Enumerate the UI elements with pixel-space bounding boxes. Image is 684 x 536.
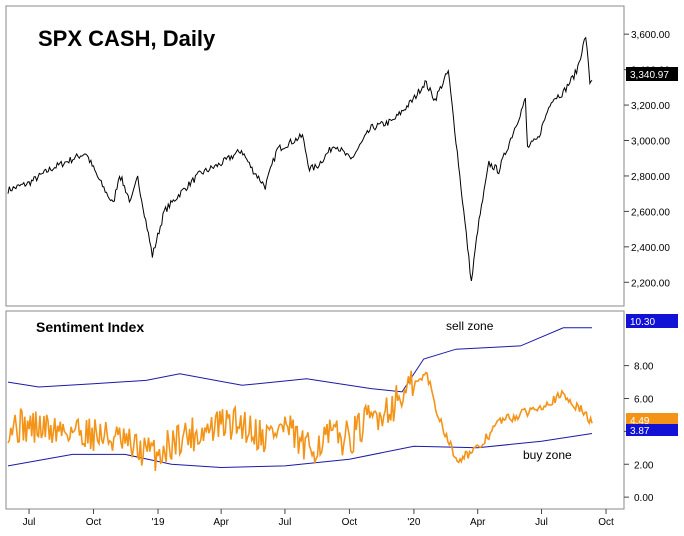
price-y-tick-label: 3,200.00	[631, 101, 670, 112]
upper-band-value: 10.30	[630, 317, 655, 328]
sentiment-y-tick-label: 8.00	[634, 362, 654, 373]
sentiment-panel-frame	[5, 310, 625, 510]
buy-zone-label: buy zone	[523, 448, 572, 462]
price-y-tick-label: 2,400.00	[631, 243, 670, 254]
sentiment-series	[7, 327, 593, 472]
sell-zone-label: sell zone	[446, 319, 494, 333]
index-badge	[626, 413, 678, 427]
x-axis: Jul Oct '19 Apr Jul Oct '20 Apr Jul Oct	[23, 509, 614, 528]
x-tick-label: '20	[407, 517, 420, 528]
upper-band-line	[7, 327, 592, 393]
price-y-tick-label: 3,600.00	[631, 30, 670, 41]
price-last-badge	[626, 67, 678, 81]
x-tick-label: Jul	[23, 517, 36, 528]
x-tick-label: Apr	[213, 517, 229, 528]
sentiment-y-tick-label: 0.00	[634, 493, 654, 504]
x-tick-label: Oct	[86, 517, 102, 528]
sentiment-title: Sentiment Index	[36, 319, 144, 335]
x-tick-label: Jul	[279, 517, 292, 528]
upper-band-badge	[626, 314, 678, 328]
price-panel-frame	[5, 5, 625, 307]
x-tick-label: Apr	[470, 517, 486, 528]
index-value: 4.49	[630, 416, 650, 427]
sentiment-index-line	[7, 370, 593, 472]
price-y-tick-label: 2,800.00	[631, 172, 670, 183]
price-y-tick-label: 2,600.00	[631, 207, 670, 218]
x-tick-label: '19	[152, 517, 165, 528]
lower-band-badge	[626, 424, 678, 436]
x-tick-label: Jul	[535, 517, 548, 528]
price-y-tick-label: 3,000.00	[631, 137, 670, 148]
price-last-value: 3,340.97	[630, 70, 669, 81]
price-series	[7, 36, 593, 281]
lower-band-value: 3.87	[630, 426, 650, 437]
sentiment-y-tick-label: 6.00	[634, 394, 654, 405]
lower-band-line	[7, 433, 593, 469]
sentiment-y-tick-label: 2.00	[634, 460, 654, 471]
price-y-tick-label: 2,200.00	[631, 278, 670, 289]
chart-title: SPX CASH, Daily	[38, 26, 216, 51]
x-tick-label: Oct	[598, 517, 614, 528]
price-line	[7, 36, 593, 281]
x-tick-label: Oct	[342, 517, 358, 528]
